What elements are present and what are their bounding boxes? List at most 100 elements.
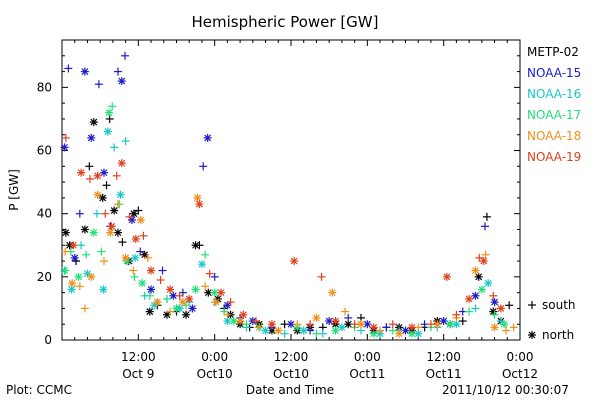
y-tick-label: 20 bbox=[37, 270, 52, 284]
data-point bbox=[136, 247, 145, 256]
data-point bbox=[205, 269, 214, 278]
x-tick-date: Oct12 bbox=[502, 367, 538, 381]
x-tick-time: 12:00 bbox=[121, 350, 156, 364]
data-point bbox=[99, 285, 108, 294]
data-point bbox=[134, 206, 143, 215]
data-point bbox=[482, 212, 491, 221]
data-point bbox=[145, 307, 154, 316]
data-point bbox=[496, 304, 505, 313]
y-tick-label: 60 bbox=[37, 144, 52, 158]
data-point bbox=[89, 228, 98, 237]
data-point bbox=[105, 108, 114, 117]
data-point bbox=[502, 326, 511, 335]
data-point bbox=[117, 159, 126, 168]
data-point bbox=[293, 320, 302, 329]
data-point bbox=[93, 190, 102, 199]
data-point bbox=[117, 77, 126, 86]
data-point bbox=[147, 266, 156, 275]
data-point bbox=[489, 291, 498, 300]
data-point bbox=[105, 114, 114, 123]
data-point bbox=[75, 209, 84, 218]
data-point bbox=[102, 181, 111, 190]
data-point bbox=[93, 171, 102, 180]
data-point bbox=[156, 276, 165, 284]
data-point bbox=[143, 253, 152, 262]
data-point bbox=[158, 266, 167, 275]
y-axis: 0 20 40 60 80 bbox=[37, 55, 520, 347]
data-point bbox=[69, 241, 78, 250]
data-point bbox=[500, 320, 509, 329]
series-noaa-16 bbox=[61, 127, 505, 338]
legend-entry: METP-02 bbox=[527, 45, 579, 59]
x-tick-time: 0:00 bbox=[354, 350, 381, 364]
data-point bbox=[471, 304, 480, 313]
data-point bbox=[471, 291, 480, 300]
data-point bbox=[129, 266, 138, 275]
data-point bbox=[509, 323, 518, 332]
data-point bbox=[312, 329, 321, 338]
data-point bbox=[74, 272, 83, 281]
data-point bbox=[94, 80, 103, 89]
plot-credit: Plot: CCMC bbox=[6, 383, 72, 397]
data-point bbox=[98, 193, 107, 202]
series-noaa-19 bbox=[61, 133, 505, 332]
data-point bbox=[395, 329, 404, 338]
data-point bbox=[101, 209, 110, 218]
data-point bbox=[481, 250, 490, 259]
data-point bbox=[331, 326, 340, 335]
data-point bbox=[185, 294, 194, 303]
data-point bbox=[87, 272, 96, 281]
series-noaa-18 bbox=[61, 190, 518, 338]
plot-area-frame bbox=[61, 39, 521, 341]
data-point bbox=[147, 285, 156, 294]
data-point bbox=[465, 307, 474, 316]
legend-entry: NOAA-17 bbox=[527, 108, 581, 122]
data-point bbox=[217, 288, 226, 297]
data-point bbox=[182, 310, 191, 319]
data-point bbox=[274, 326, 283, 335]
data-point bbox=[145, 291, 154, 300]
data-point bbox=[121, 253, 130, 262]
data-point bbox=[60, 266, 69, 275]
data-point bbox=[239, 310, 248, 319]
data-point bbox=[77, 241, 86, 250]
y-tick-label: 0 bbox=[44, 333, 52, 347]
x-axis: 12:00 Oct 9 0:00 Oct10 12:00 Oct10 0:00 Oct11 12… bbox=[74, 40, 538, 381]
data-point bbox=[458, 317, 467, 326]
data-point bbox=[471, 266, 480, 275]
data-point bbox=[87, 133, 96, 142]
data-point bbox=[89, 118, 98, 127]
x-tick-date: Oct10 bbox=[273, 367, 309, 381]
marker-legend-label: north bbox=[542, 328, 574, 342]
series-noaa-17 bbox=[60, 102, 509, 338]
series-metp-02 bbox=[61, 114, 514, 335]
data-point bbox=[407, 323, 416, 332]
data-point bbox=[490, 323, 499, 332]
data-point bbox=[210, 272, 219, 281]
data-point bbox=[113, 200, 122, 209]
data-point bbox=[211, 298, 220, 307]
data-point bbox=[474, 272, 483, 281]
data-point bbox=[139, 231, 148, 240]
data-point bbox=[64, 64, 73, 73]
data-point bbox=[426, 320, 435, 329]
data-point bbox=[201, 282, 210, 291]
data-points bbox=[60, 51, 518, 338]
legend-entry: NOAA-15 bbox=[527, 66, 581, 80]
data-point bbox=[166, 307, 175, 316]
data-point bbox=[484, 279, 493, 288]
data-point bbox=[204, 288, 213, 297]
legend-entry: NOAA-18 bbox=[527, 129, 581, 143]
data-point bbox=[120, 51, 129, 60]
data-point bbox=[80, 304, 89, 313]
data-point bbox=[477, 285, 486, 294]
data-point bbox=[479, 257, 488, 266]
x-tick-time: 0:00 bbox=[201, 350, 228, 364]
data-point bbox=[465, 294, 474, 303]
data-point bbox=[197, 260, 206, 269]
data-point bbox=[255, 323, 264, 332]
data-point bbox=[166, 285, 175, 294]
data-point bbox=[153, 298, 162, 307]
data-point bbox=[67, 285, 76, 294]
data-point bbox=[446, 320, 455, 329]
